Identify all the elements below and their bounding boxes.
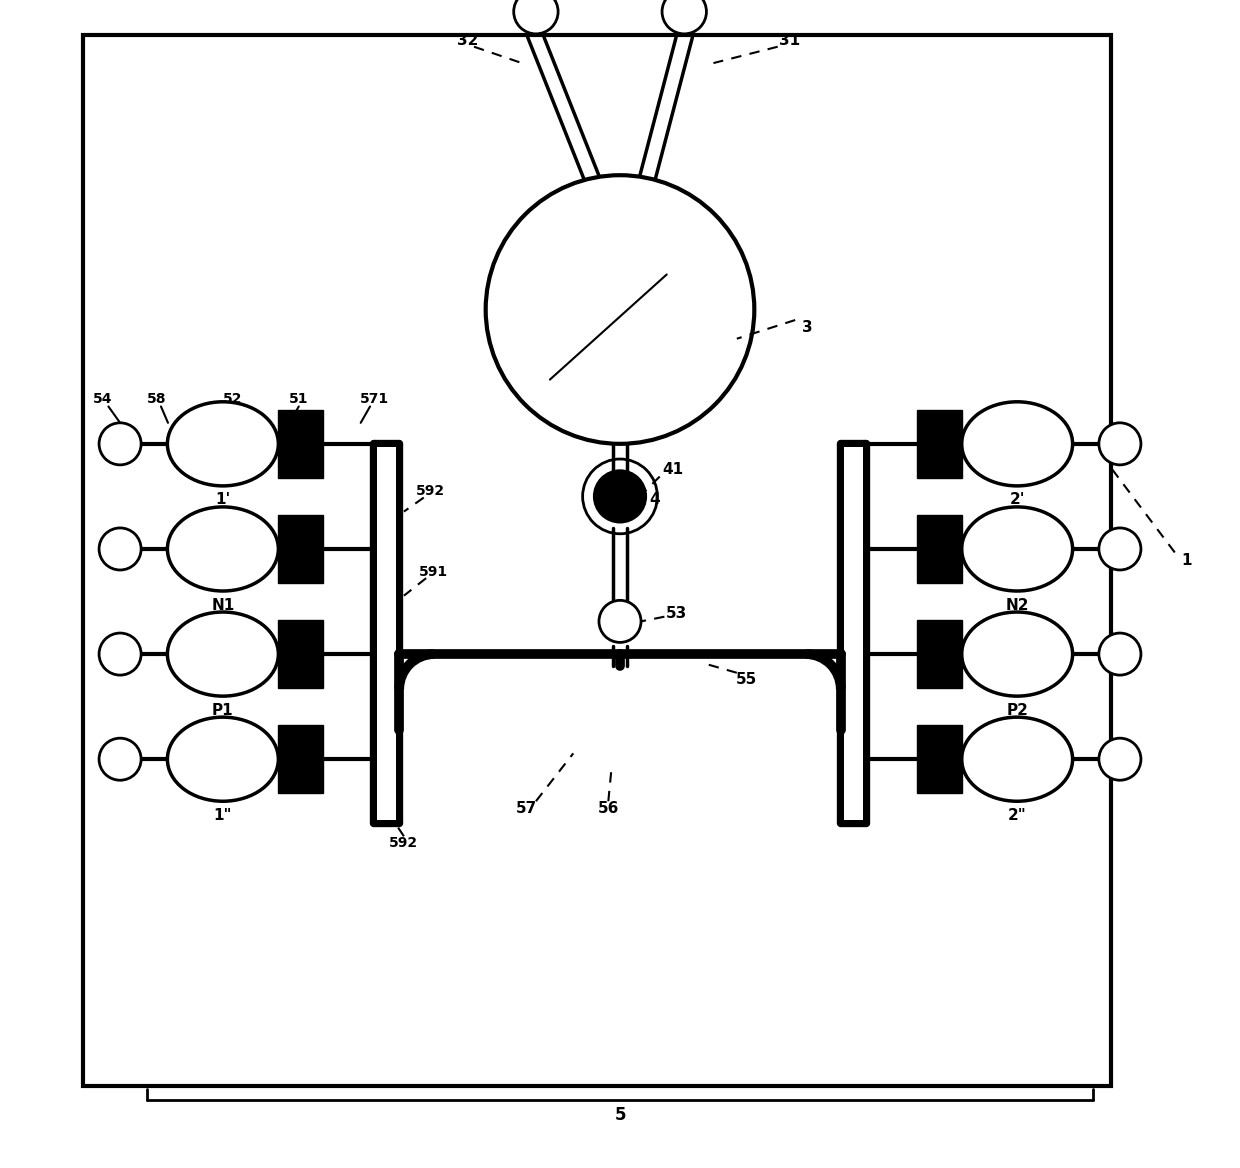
Text: 1": 1": [213, 808, 232, 822]
Bar: [918, 515, 962, 583]
Text: 592: 592: [417, 484, 445, 498]
Text: 53: 53: [666, 606, 687, 620]
Text: P1: P1: [212, 703, 233, 717]
Bar: [278, 410, 322, 478]
Text: 591: 591: [419, 565, 448, 579]
Text: N2: N2: [1006, 598, 1029, 612]
Text: 3: 3: [801, 320, 812, 334]
Text: 571: 571: [360, 392, 389, 406]
Text: 51: 51: [289, 392, 309, 406]
Bar: [844, 447, 863, 820]
Circle shape: [513, 0, 558, 34]
Bar: [83, 35, 1111, 1086]
Circle shape: [486, 175, 754, 444]
Circle shape: [599, 600, 641, 642]
Text: 52: 52: [222, 392, 242, 406]
Circle shape: [662, 0, 707, 34]
Bar: [918, 725, 962, 793]
Ellipse shape: [962, 402, 1073, 486]
Text: 41: 41: [662, 463, 683, 477]
Ellipse shape: [962, 507, 1073, 591]
Bar: [278, 725, 322, 793]
Ellipse shape: [167, 402, 278, 486]
Text: N1: N1: [211, 598, 234, 612]
Bar: [918, 410, 962, 478]
Text: 31: 31: [779, 34, 800, 48]
Text: 58: 58: [146, 392, 166, 406]
Bar: [918, 620, 962, 688]
Text: 592: 592: [389, 836, 418, 850]
Bar: [377, 447, 396, 820]
Ellipse shape: [167, 612, 278, 696]
Text: 5: 5: [614, 1106, 626, 1125]
Text: 56: 56: [598, 801, 619, 815]
Circle shape: [1099, 738, 1141, 780]
Bar: [278, 515, 322, 583]
Circle shape: [99, 423, 141, 465]
Circle shape: [1099, 423, 1141, 465]
Circle shape: [1099, 528, 1141, 570]
Bar: [278, 620, 322, 688]
Circle shape: [1099, 633, 1141, 675]
Text: 57: 57: [516, 801, 537, 815]
Circle shape: [99, 738, 141, 780]
Ellipse shape: [962, 717, 1073, 801]
Text: 1': 1': [216, 493, 231, 507]
Circle shape: [99, 528, 141, 570]
Circle shape: [594, 471, 646, 522]
Text: P2: P2: [1006, 703, 1028, 717]
Text: 4: 4: [650, 493, 661, 507]
Text: 32: 32: [458, 34, 479, 48]
Text: 2": 2": [1008, 808, 1027, 822]
Text: 55: 55: [735, 673, 756, 687]
Text: 54: 54: [93, 392, 113, 406]
Ellipse shape: [167, 507, 278, 591]
Ellipse shape: [962, 612, 1073, 696]
Ellipse shape: [167, 717, 278, 801]
Text: 1: 1: [1182, 554, 1192, 568]
Text: 2': 2': [1009, 493, 1025, 507]
Circle shape: [99, 633, 141, 675]
